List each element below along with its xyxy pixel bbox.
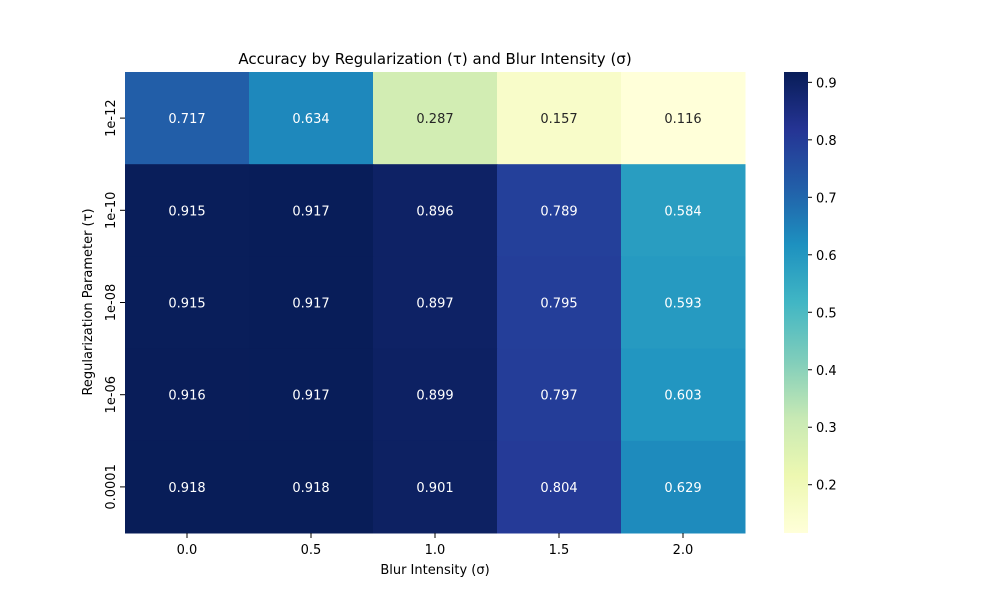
cell-value-label: 0.897 [416,297,453,312]
colorbar-tick-label: 0.7 [816,191,837,206]
cell-value-label: 0.287 [416,112,453,127]
x-tick-label: 1.0 [425,543,446,558]
cell-value-label: 0.157 [540,112,577,127]
x-tick-label: 0.0 [177,543,198,558]
cell-value-label: 0.915 [168,297,205,312]
y-axis-label: Regularization Parameter (τ) [81,208,96,395]
x-tick-label: 1.5 [549,543,570,558]
cell-value-label: 0.804 [540,481,577,496]
y-tick-label: 1e-08 [104,284,119,322]
cell-value-label: 0.918 [292,481,329,496]
cell-value-label: 0.593 [664,297,701,312]
cell-value-label: 0.901 [416,481,453,496]
cell-value-label: 0.717 [168,112,205,127]
x-tick-label: 0.5 [301,543,322,558]
cell-value-label: 0.603 [664,389,701,404]
cell-value-label: 0.789 [540,204,577,219]
cell-value-label: 0.634 [292,112,329,127]
cell-value-label: 0.917 [292,297,329,312]
x-tick-label: 2.0 [673,543,694,558]
colorbar-tick-label: 0.5 [816,306,837,321]
colorbar: 0.2 0.3 0.4 0.5 0.6 0.7 0.8 0.9 [784,72,837,533]
colorbar-gradient [784,72,808,533]
x-axis-label: Blur Intensity (σ) [380,563,489,578]
chart-title: Accuracy by Regularization (τ) and Blur … [238,50,631,68]
cell-value-label: 0.916 [168,389,205,404]
colorbar-tick-label: 0.2 [816,479,837,494]
cell-value-label: 0.917 [292,204,329,219]
cell-value-label: 0.629 [664,481,701,496]
y-axis: 1e-12 1e-10 1e-08 1e-06 0.0001 [104,99,125,509]
x-axis: 0.0 0.5 1.0 1.5 2.0 [177,533,694,558]
cell-value-label: 0.917 [292,389,329,404]
cell-value-label: 0.116 [664,112,701,127]
y-tick-label: 1e-10 [104,192,119,230]
cell-value-label: 0.797 [540,389,577,404]
cell-value-label: 0.584 [664,204,701,219]
cell-value-label: 0.918 [168,481,205,496]
y-tick-label: 0.0001 [104,464,119,510]
y-tick-label: 1e-12 [104,99,119,137]
cell-value-label: 0.795 [540,297,577,312]
colorbar-tick-label: 0.8 [816,134,837,149]
colorbar-tick-label: 0.9 [816,76,837,91]
colorbar-tick-label: 0.6 [816,249,837,264]
cell-value-label: 0.915 [168,204,205,219]
y-tick-label: 1e-06 [104,376,119,414]
colorbar-tick-label: 0.3 [816,421,837,436]
heatmap-cells: 0.717 0.634 0.287 0.157 0.116 0.915 0.917 0.896… [125,72,746,534]
cell-value-label: 0.896 [416,204,453,219]
colorbar-tick-label: 0.4 [816,364,837,379]
cell-value-label: 0.899 [416,389,453,404]
